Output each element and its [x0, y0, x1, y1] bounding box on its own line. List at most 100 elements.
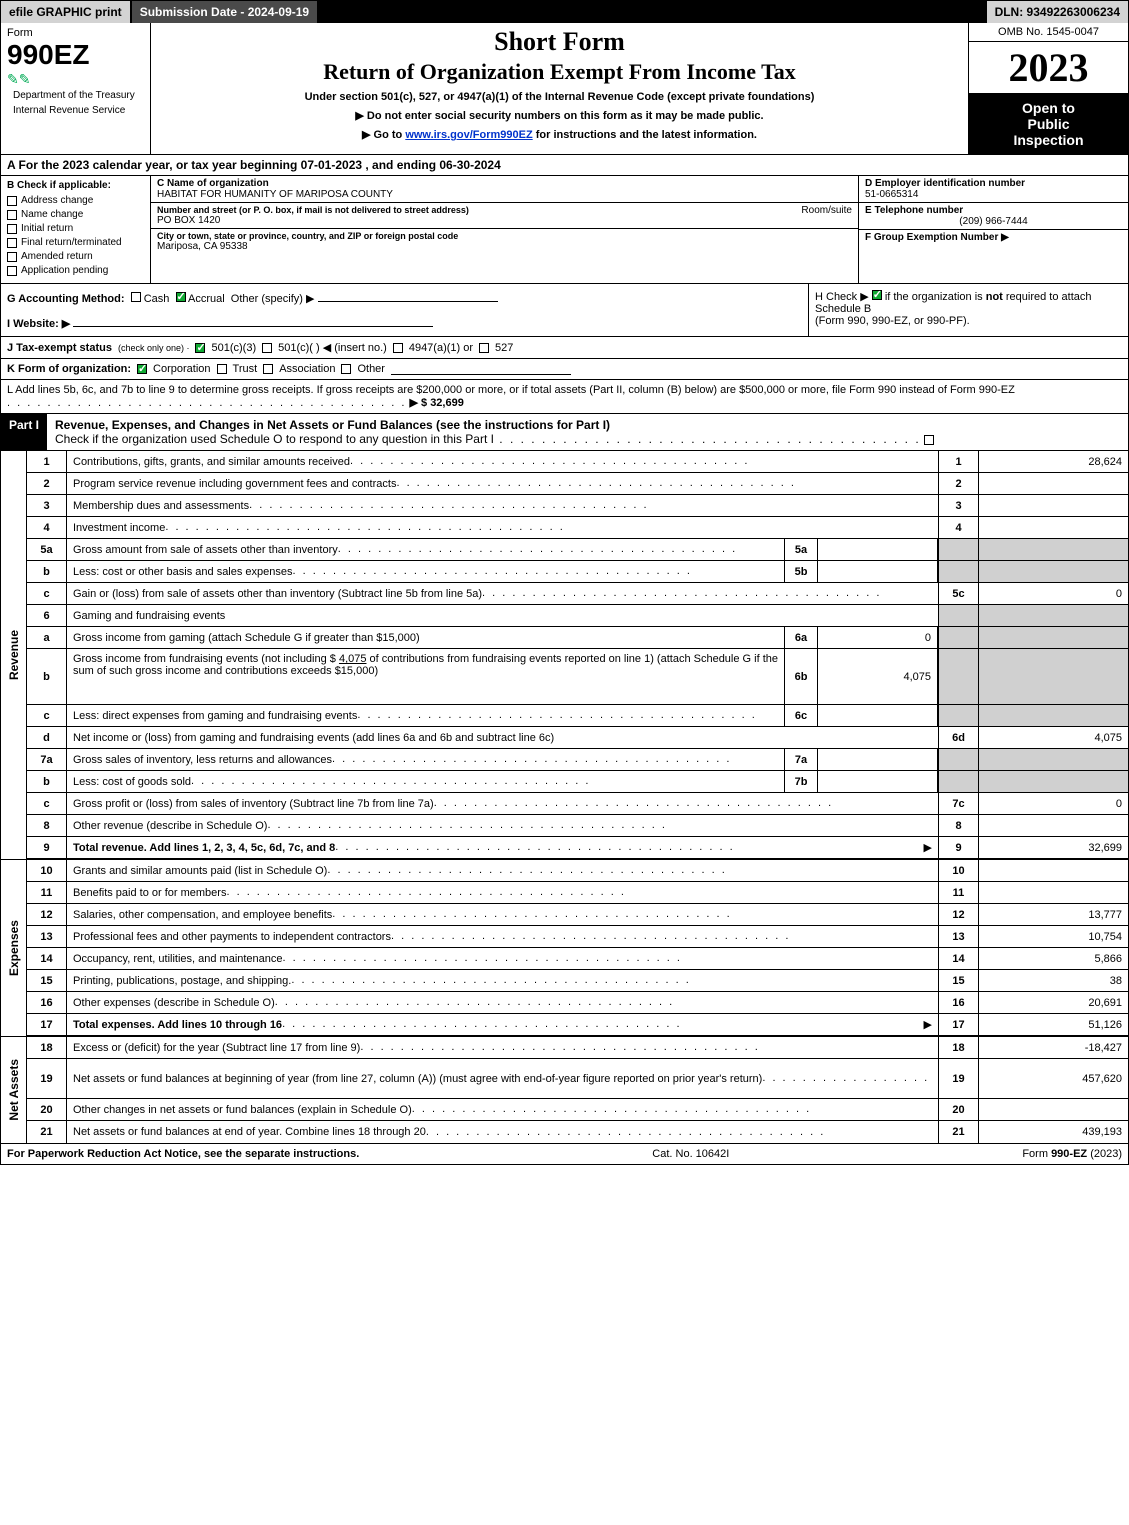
arrow-icon: ▶	[924, 1018, 932, 1031]
chk-cash[interactable]	[131, 292, 141, 302]
h-t1: H Check ▶	[815, 291, 872, 303]
checkbox-icon	[7, 224, 17, 234]
website-blank[interactable]	[73, 315, 433, 327]
netassets-sidelabel: Net Assets	[1, 1037, 27, 1143]
chk-address-change[interactable]: Address change	[7, 195, 144, 206]
chk-amended-return[interactable]: Amended return	[7, 251, 144, 262]
omb-number: OMB No. 1545-0047	[969, 23, 1128, 42]
chk-other-org[interactable]	[341, 364, 351, 374]
line-5c: cGain or (loss) from sale of assets othe…	[27, 583, 1128, 605]
c-name-label: C Name of organization	[157, 178, 852, 189]
ln: 9	[27, 837, 67, 858]
part-i-header: Part I Revenue, Expenses, and Changes in…	[1, 414, 1128, 451]
footer-left: For Paperwork Reduction Act Notice, see …	[7, 1148, 359, 1160]
ln: c	[27, 705, 67, 726]
chk-final-return[interactable]: Final return/terminated	[7, 237, 144, 248]
chk-label: Initial return	[21, 223, 73, 234]
ld: Gross sales of inventory, less returns a…	[73, 754, 332, 766]
line-7b: bLess: cost of goods sold7b	[27, 771, 1128, 793]
org-name: HABITAT FOR HUMANITY OF MARIPOSA COUNTY	[157, 189, 852, 200]
val: 457,620	[978, 1059, 1128, 1098]
chk-schedule-o[interactable]	[924, 435, 934, 445]
chk-501c3[interactable]	[195, 343, 205, 353]
line-6c: cLess: direct expenses from gaming and f…	[27, 705, 1128, 727]
chk-assoc[interactable]	[263, 364, 273, 374]
line-12: 12Salaries, other compensation, and empl…	[27, 904, 1128, 926]
ld: Gaming and fundraising events	[73, 610, 225, 622]
ld: Less: cost of goods sold	[73, 776, 191, 788]
i-label: I Website: ▶	[7, 318, 70, 330]
g-accrual: Accrual	[188, 293, 225, 305]
j-label: J Tax-exempt status	[7, 342, 112, 354]
line-18: 18 Excess or (deficit) for the year (Subt…	[27, 1037, 1128, 1059]
chk-h[interactable]	[872, 290, 882, 300]
chk-corp[interactable]	[137, 364, 147, 374]
line-3: 3Membership dues and assessments3	[27, 495, 1128, 517]
rn: 18	[938, 1037, 978, 1058]
ld: Printing, publications, postage, and shi…	[73, 975, 291, 987]
ld: Total expenses. Add lines 10 through 16	[73, 1019, 282, 1031]
line-4: 4Investment income4	[27, 517, 1128, 539]
rn-shaded	[938, 627, 978, 648]
org-city-block: City or town, state or province, country…	[151, 229, 858, 254]
rn: 3	[938, 495, 978, 516]
ln: b	[27, 771, 67, 792]
rn: 1	[938, 451, 978, 472]
line-17: 17 Total expenses. Add lines 10 through 1…	[27, 1014, 1128, 1036]
ld: Grants and similar amounts paid (list in…	[73, 865, 327, 877]
g-accounting: G Accounting Method: Cash Accrual Other …	[1, 284, 808, 336]
val	[978, 860, 1128, 881]
h-check: H Check ▶ if the organization is not req…	[808, 284, 1128, 336]
note2-pre: ▶ Go to	[362, 129, 405, 141]
info-grid: B Check if applicable: Address change Na…	[1, 176, 1128, 284]
line-6a: aGross income from gaming (attach Schedu…	[27, 627, 1128, 649]
line-7a: 7a Gross sales of inventory, less returns…	[27, 749, 1128, 771]
fr-post: (2023)	[1087, 1148, 1122, 1160]
efile-print[interactable]: efile GRAPHIC print	[1, 1, 132, 23]
fr-form: 990-EZ	[1051, 1148, 1087, 1160]
val-shaded	[978, 649, 1128, 704]
mb: 7a	[784, 749, 818, 770]
chk-trust[interactable]	[217, 364, 227, 374]
val: 38	[978, 970, 1128, 991]
rn-shaded	[938, 605, 978, 626]
org-street: PO BOX 1420	[157, 215, 852, 226]
ld: Excess or (deficit) for the year (Subtra…	[73, 1042, 360, 1054]
k-o1: Corporation	[153, 363, 210, 375]
col-d-ids: D Employer identification number 51-0665…	[858, 176, 1128, 283]
chk-accrual[interactable]	[176, 292, 186, 302]
ld: Net assets or fund balances at end of ye…	[73, 1126, 426, 1138]
chk-4947[interactable]	[393, 343, 403, 353]
netassets-text: Net Assets	[7, 1059, 21, 1121]
open2: Public	[973, 116, 1124, 132]
subtitle: Under section 501(c), 527, or 4947(a)(1)…	[157, 91, 962, 103]
b-label: B Check if applicable:	[7, 180, 144, 191]
val	[978, 495, 1128, 516]
ln: 6	[27, 605, 67, 626]
chk-initial-return[interactable]: Initial return	[7, 223, 144, 234]
g-other-blank[interactable]	[318, 290, 498, 302]
ld: Investment income	[73, 522, 165, 534]
ln: 19	[27, 1059, 67, 1098]
chk-527[interactable]	[479, 343, 489, 353]
k-row: K Form of organization: Corporation Trus…	[1, 359, 1128, 380]
chk-501c[interactable]	[262, 343, 272, 353]
ld: Membership dues and assessments	[73, 500, 249, 512]
irs-link[interactable]: www.irs.gov/Form990EZ	[405, 129, 532, 141]
header: Form 990EZ ✎✎ Department of the Treasury…	[1, 23, 1128, 155]
group-exemption-block: F Group Exemption Number ▶	[859, 230, 1128, 245]
chk-label: Amended return	[21, 251, 93, 262]
ld: Gain or (loss) from sale of assets other…	[73, 588, 482, 600]
line-11: 11Benefits paid to or for members11	[27, 882, 1128, 904]
ld: Benefits paid to or for members	[73, 887, 226, 899]
chk-name-change[interactable]: Name change	[7, 209, 144, 220]
rn: 9	[938, 837, 978, 858]
chk-application-pending[interactable]: Application pending	[7, 265, 144, 276]
line-13: 13Professional fees and other payments t…	[27, 926, 1128, 948]
note-ssn: ▶ Do not enter social security numbers o…	[157, 109, 962, 122]
k-other-blank[interactable]	[391, 363, 571, 375]
h-t2: if the organization is	[882, 291, 986, 303]
rn: 17	[938, 1014, 978, 1035]
val	[978, 473, 1128, 494]
org-city: Mariposa, CA 95338	[157, 241, 852, 252]
